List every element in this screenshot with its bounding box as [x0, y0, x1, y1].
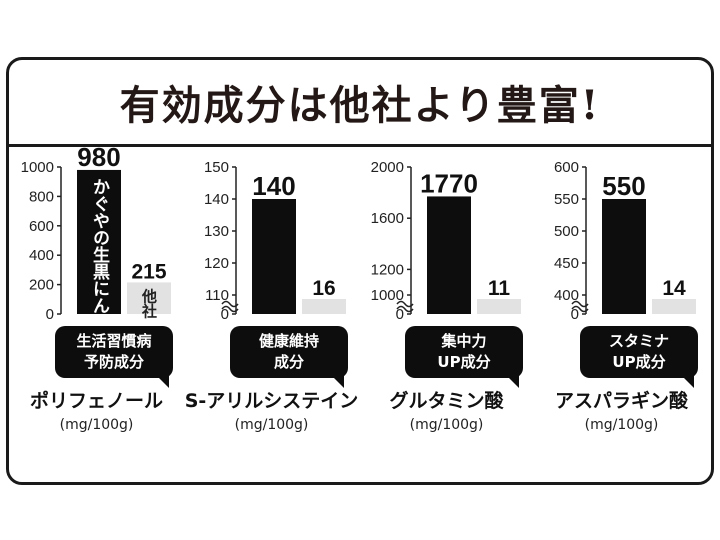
- compound-name: ポリフェノール: [29, 390, 163, 412]
- benefit-line-2: UP成分: [612, 353, 666, 371]
- benefit-line-1: スタミナ: [608, 332, 669, 350]
- benefit-badge: 集中力 UP成分: [405, 326, 523, 388]
- benefit-badge: 健康維持 成分: [230, 326, 348, 388]
- bar-others: [477, 299, 521, 314]
- y-axis-tick-label: 0: [396, 306, 404, 322]
- axis-break-mark: [396, 305, 414, 313]
- benefit-line-1: 生活習慣病: [76, 332, 152, 350]
- y-axis-tick-label: 500: [554, 223, 579, 240]
- y-axis-tick-label: 120: [204, 255, 229, 272]
- badge-tail: [680, 374, 694, 388]
- comparison-card: 有効成分は他社より豊富! 0 200 400 600 800 1000 980 215 かぐやの…: [6, 57, 714, 485]
- unit-label: (mg/100g): [584, 417, 659, 433]
- value-label: 140: [252, 171, 295, 201]
- y-axis-tick-label: 110: [205, 287, 229, 304]
- value-label: 550: [602, 171, 645, 201]
- benefit-badge: 生活習慣病 予防成分: [55, 326, 173, 388]
- value-label: 11: [488, 277, 511, 300]
- y-axis-tick-label: 600: [29, 218, 54, 235]
- compound-name: グルタミン酸: [389, 390, 504, 412]
- y-axis-tick-label: 550: [554, 191, 579, 208]
- bar-ours: [427, 196, 471, 314]
- y-axis-tick-label: 450: [554, 255, 579, 272]
- headline: 有効成分は他社より豊富!: [9, 60, 711, 147]
- chart-panel-glutamic-acid: 0 1000 1200 1600 2000 1770 11 集中力 UP成分 グルタミン酸 …: [359, 147, 534, 482]
- category-label-others: 他社: [140, 288, 158, 320]
- bar-others: [127, 282, 171, 314]
- axis-break-mark: [396, 300, 414, 308]
- benefit-line-2: 成分: [273, 353, 304, 371]
- y-axis-tick-label: 1000: [371, 287, 404, 304]
- axis-break-mark: [571, 300, 589, 308]
- value-label: 16: [312, 277, 335, 300]
- compound-name: S-アリルシステイン: [184, 390, 359, 412]
- badge-tail: [330, 374, 344, 388]
- y-axis-tick-label: 1000: [21, 159, 54, 176]
- y-axis-tick-label: 0: [46, 306, 54, 322]
- category-label-ours: かぐやの生黒にんにく: [89, 178, 110, 322]
- badge-tail: [505, 374, 519, 388]
- unit-label: (mg/100g): [59, 417, 134, 433]
- badge-tail: [155, 374, 169, 388]
- y-axis-tick-label: 1200: [371, 261, 404, 278]
- y-axis-tick-label: 1600: [371, 210, 404, 227]
- benefit-line-1: 集中力: [441, 332, 487, 350]
- y-axis-tick-label: 200: [29, 277, 54, 294]
- axis-break-mark: [571, 305, 589, 313]
- y-axis-tick-label: 0: [221, 306, 229, 322]
- polyphenol-chart: 0 200 400 600 800 1000 980 215 かぐやの生黒にんにく他社: [21, 147, 171, 322]
- bar-ours: [602, 199, 646, 314]
- axis-break-mark: [221, 300, 239, 308]
- y-axis-tick-label: 2000: [371, 159, 404, 176]
- chart-panel-aspartic-acid: 0 400 450 500 550 600 550 14 スタミナ UP成分 アスパラギン酸 …: [534, 147, 709, 482]
- y-axis-tick-label: 0: [571, 306, 579, 322]
- benefit-line-2: 予防成分: [83, 353, 144, 371]
- bar-others: [302, 299, 346, 314]
- y-axis-tick-label: 400: [29, 247, 54, 264]
- unit-label: (mg/100g): [234, 417, 309, 433]
- benefit-line-2: UP成分: [437, 353, 491, 371]
- chart-panel-s-allyl-cysteine: 0 110 120 130 140 150 140 16 健康維持 成分 S-アリルシステイン…: [184, 147, 359, 482]
- bar-ours: [252, 199, 296, 314]
- y-axis-tick-label: 140: [204, 191, 229, 208]
- y-axis-tick-label: 150: [204, 159, 229, 176]
- value-label: 1770: [420, 168, 478, 198]
- value-label: 14: [662, 277, 686, 300]
- benefit-badge: スタミナ UP成分: [580, 326, 698, 388]
- bar-others: [652, 299, 696, 314]
- glutamic-acid-chart: 0 1000 1200 1600 2000 1770 11: [371, 159, 521, 322]
- compound-name: アスパラギン酸: [554, 390, 688, 412]
- value-label: 980: [77, 147, 120, 172]
- bar-ours: [77, 169, 121, 314]
- value-label: 215: [131, 260, 166, 283]
- y-axis-tick-label: 130: [204, 223, 229, 240]
- unit-label: (mg/100g): [409, 417, 484, 433]
- benefit-line-1: 健康維持: [258, 332, 319, 350]
- aspartic-acid-chart: 0 400 450 500 550 600 550 14: [554, 159, 696, 322]
- chart-panel-polyphenol: 0 200 400 600 800 1000 980 215 かぐやの生黒にんにく他社 生活習慣…: [9, 147, 184, 482]
- y-axis-tick-label: 400: [554, 287, 579, 304]
- y-axis-tick-label: 800: [29, 188, 54, 205]
- y-axis-tick-label: 600: [554, 159, 579, 176]
- axis-break-mark: [221, 305, 239, 313]
- s-allyl-cysteine-chart: 0 110 120 130 140 150 140 16: [204, 159, 346, 322]
